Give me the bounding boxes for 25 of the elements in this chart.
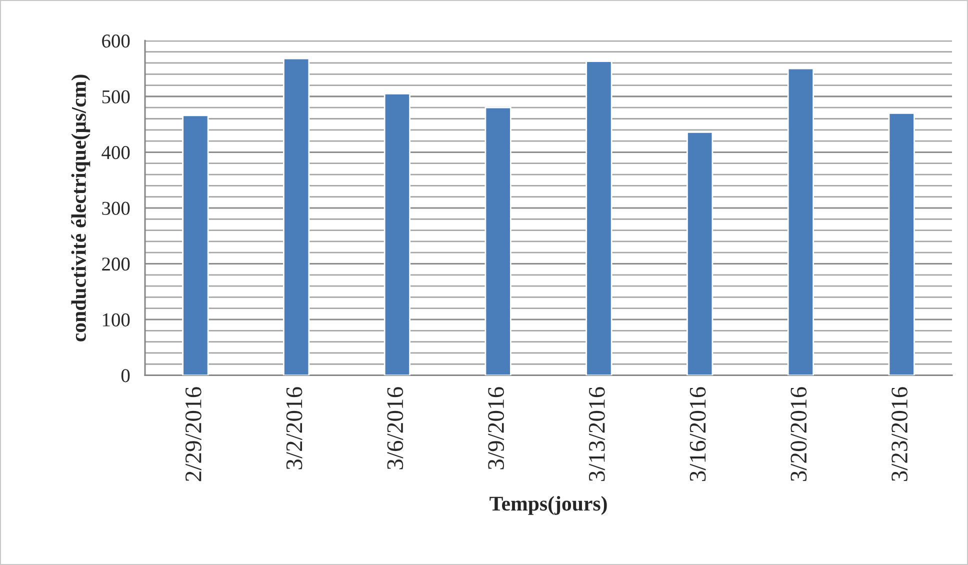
bar: [787, 68, 814, 376]
bar: [586, 60, 612, 376]
x-tick-label: 3/2/2016: [286, 387, 302, 470]
bar: [283, 58, 310, 376]
y-tick-label: 100: [102, 313, 130, 326]
bar: [484, 106, 512, 376]
bar: [384, 92, 411, 376]
x-axis-title: Temps(jours): [490, 496, 607, 515]
y-axis-title: conductivité électrique(µs/cm): [71, 74, 90, 342]
x-tick-label: 3/9/2016: [488, 387, 504, 470]
y-tick-label: 0: [121, 369, 130, 382]
x-tick-label: 3/23/2016: [892, 387, 908, 482]
y-tick-label: 200: [102, 258, 130, 271]
x-tick-label: 2/29/2016: [185, 387, 202, 482]
bar: [888, 112, 915, 376]
x-tick-label: 3/20/2016: [790, 387, 807, 482]
x-tick-label: 3/13/2016: [588, 387, 605, 482]
bar: [182, 114, 209, 376]
y-tick-label: 400: [102, 146, 130, 160]
y-tick-label: 600: [102, 34, 130, 48]
bar: [686, 131, 714, 376]
x-tick-label: 3/6/2016: [387, 387, 404, 470]
y-tick-label: 500: [102, 90, 130, 104]
y-tick-label: 300: [102, 202, 130, 215]
x-tick-label: 3/16/2016: [690, 387, 706, 482]
